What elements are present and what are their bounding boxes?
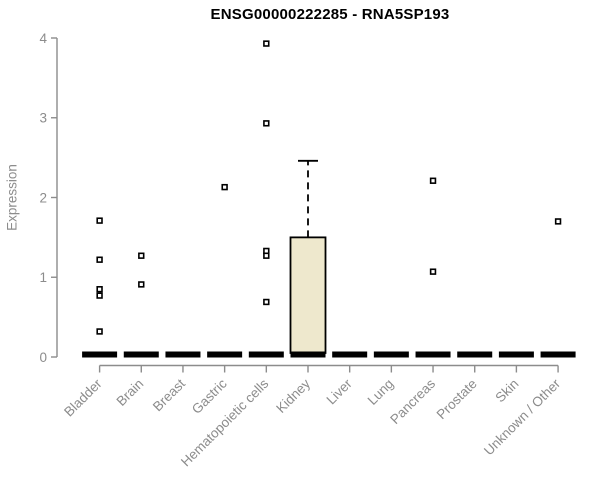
y-tick-label: 4 xyxy=(39,31,47,46)
outlier-point xyxy=(429,268,437,275)
median-bar xyxy=(290,351,326,358)
outlier-point xyxy=(263,40,270,47)
outlier-point xyxy=(96,292,103,299)
x-tick-label: Skin xyxy=(492,376,521,405)
outlier-point xyxy=(96,256,103,263)
median-bar xyxy=(82,351,118,358)
median-bar xyxy=(415,351,451,358)
median-bar xyxy=(540,351,576,358)
outlier-point xyxy=(138,281,145,288)
x-tick-label: Kidney xyxy=(273,376,313,416)
outlier-point xyxy=(221,183,228,191)
x-tick-label: Prostate xyxy=(434,376,480,422)
outlier-point xyxy=(554,218,562,225)
median-bar xyxy=(165,351,201,358)
x-tick-label: Brain xyxy=(114,376,147,409)
outlier-point xyxy=(138,252,145,259)
x-tick-label: Gastric xyxy=(189,376,230,417)
outlier-point xyxy=(263,298,270,306)
x-tick-label: Pancreas xyxy=(387,376,438,427)
x-tick-label: Bladder xyxy=(61,376,105,420)
box-body xyxy=(289,236,327,354)
median-bar xyxy=(207,351,243,358)
y-tick-label: 1 xyxy=(39,270,47,285)
y-tick-label: 0 xyxy=(39,350,47,365)
median-bar xyxy=(498,351,534,358)
median-bar xyxy=(248,351,284,358)
x-tick-label: Unknown / Other xyxy=(481,376,564,459)
median-bar xyxy=(123,351,159,358)
x-tick-label: Lung xyxy=(365,376,397,408)
x-tick-label: Liver xyxy=(324,376,356,408)
x-tick-label: Breast xyxy=(150,376,188,414)
y-tick-label: 3 xyxy=(39,111,47,126)
chart-title: ENSG00000222285 - RNA5SP193 xyxy=(210,6,450,23)
median-bar xyxy=(457,351,493,358)
outlier-point xyxy=(263,120,270,127)
median-bar xyxy=(332,351,368,358)
outlier-point xyxy=(96,286,103,293)
median-bar xyxy=(373,351,409,358)
outlier-point xyxy=(96,217,103,224)
outlier-point xyxy=(263,252,270,259)
y-tick-label: 2 xyxy=(39,190,47,205)
outlier-point xyxy=(429,177,437,184)
outlier-point xyxy=(96,328,103,335)
